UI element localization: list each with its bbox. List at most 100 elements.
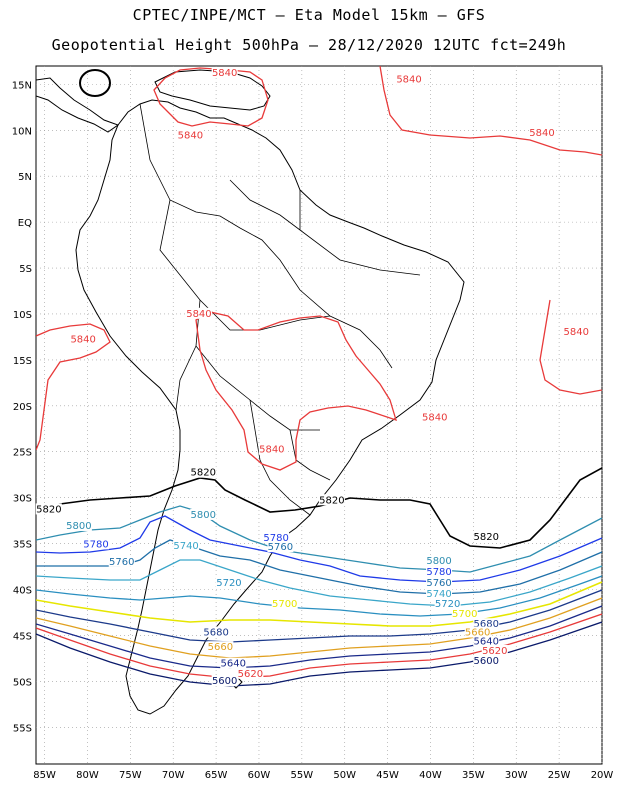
map-title: CPTEC/INPE/MCT – Eta Model 15km – GFS [132,6,486,24]
contour-label: 5660 [465,628,490,639]
contour-5780 [36,515,602,583]
contour-label: 5700 [452,609,477,620]
lat-tick-label: 15N [12,80,32,91]
contour-label-bg [318,494,345,506]
contour-label: 5780 [426,567,451,578]
contour-label-bg [177,129,204,141]
map-subtitle: Geopotential Height 500hPa – 28/12/2020 … [51,36,567,54]
contour-label: 5840 [564,327,589,338]
contour-label-bg [426,576,453,588]
contour-label-bg [473,654,500,666]
contour-5840 [36,66,602,471]
contour-label-bg [65,519,92,531]
lat-tick-label: 55S [13,723,32,734]
lon-tick-label: 85W [33,770,56,781]
grid-lines [36,66,603,764]
lat-tick-label: 25S [13,448,32,459]
contour-label: 5620 [482,646,507,657]
contour-label: 5760 [426,578,451,589]
contour-label-bg [451,608,478,620]
contour-label: 5740 [426,589,451,600]
contour-label: 5740 [173,541,198,552]
lat-tick-label: 15S [13,356,32,367]
contour-label-bg [396,73,423,85]
lon-tick-label: 55W [291,770,314,781]
lon-tick-label: 35W [462,770,485,781]
lat-tick-label: 35S [13,540,32,551]
contour-label-bg [528,126,555,138]
central-america-coastline [36,77,120,133]
contour-label-bg [108,555,135,567]
contour-label-bg [237,667,264,679]
contour-label: 5840 [70,335,95,346]
lat-tick-label: 10S [13,310,32,321]
contour-label: 5640 [221,659,246,670]
contour-label: 5820 [474,532,499,543]
lon-tick-label: 20W [591,770,614,781]
lat-tick-label: 45S [13,631,32,642]
contour-label-bg [426,587,453,599]
lat-tick-label: 20S [13,402,32,413]
contour-label-bg [258,443,285,455]
contour-label: 5840 [422,413,447,424]
lon-tick-label: 70W [162,770,185,781]
contour-label: 5800 [66,521,91,532]
contour-5740 [36,559,602,607]
contour-label: 5600 [212,676,237,687]
contour-label: 5800 [191,510,216,521]
contour-label: 5720 [435,599,460,610]
lon-tick-label: 45W [376,770,399,781]
contour-label-bg [70,333,97,345]
contour-label-bg [190,466,217,478]
contour-label-bg [211,675,238,687]
contour-label-bg [173,540,200,552]
contour-label: 5660 [208,642,233,653]
contour-label: 5760 [109,557,134,568]
contour-label-bg [434,598,461,610]
contour-5800 [36,505,602,573]
lon-tick-label: 40W [419,770,442,781]
contour-label: 5780 [83,539,108,550]
contour-label-bg [464,626,491,638]
contour-label-bg [35,503,62,515]
lat-tick-label: 50S [13,677,32,688]
contour-label-bg [271,598,298,610]
contour-label-bg [263,531,290,543]
contour-label: 5680 [203,628,228,639]
contour-label-bg [426,565,453,577]
lon-tick-label: 30W [505,770,528,781]
contour-5700 [36,581,602,627]
contour-label-bg [473,618,500,630]
contour-label: 5840 [259,445,284,456]
south-america-coastline [75,99,465,715]
lon-tick-label: 25W [548,770,571,781]
contour-label: 5840 [396,75,421,86]
contour-label-bg [215,576,242,588]
contour-label: 5600 [474,656,499,667]
contour-label-bg [473,530,500,542]
contour-label: 5700 [272,599,297,610]
contour-label: 5840 [186,309,211,320]
contour-5660 [36,597,602,659]
caribbean-island [79,69,111,97]
lon-tick-label: 50W [333,770,356,781]
contour-label: 5820 [191,468,216,479]
lat-tick-label: 40S [13,586,32,597]
contour-label-bg [190,508,217,520]
contour-label: 5840 [529,128,554,139]
contour-label: 5840 [212,68,237,79]
contour-label-bg [211,67,238,79]
contour-label-bg [220,657,247,669]
contour-label-bg [203,626,230,638]
contour-label-bg [83,538,110,550]
contour-label-bg [426,554,453,566]
contour-label: 5720 [216,578,241,589]
lat-tick-label: 30S [13,494,32,505]
lat-tick-label: 10N [12,126,32,137]
lon-tick-label: 80W [76,770,99,781]
contour-label: 5640 [474,637,499,648]
contour-label: 5760 [268,542,293,553]
lon-tick-label: 60W [248,770,271,781]
contour-label-bg [421,411,448,423]
